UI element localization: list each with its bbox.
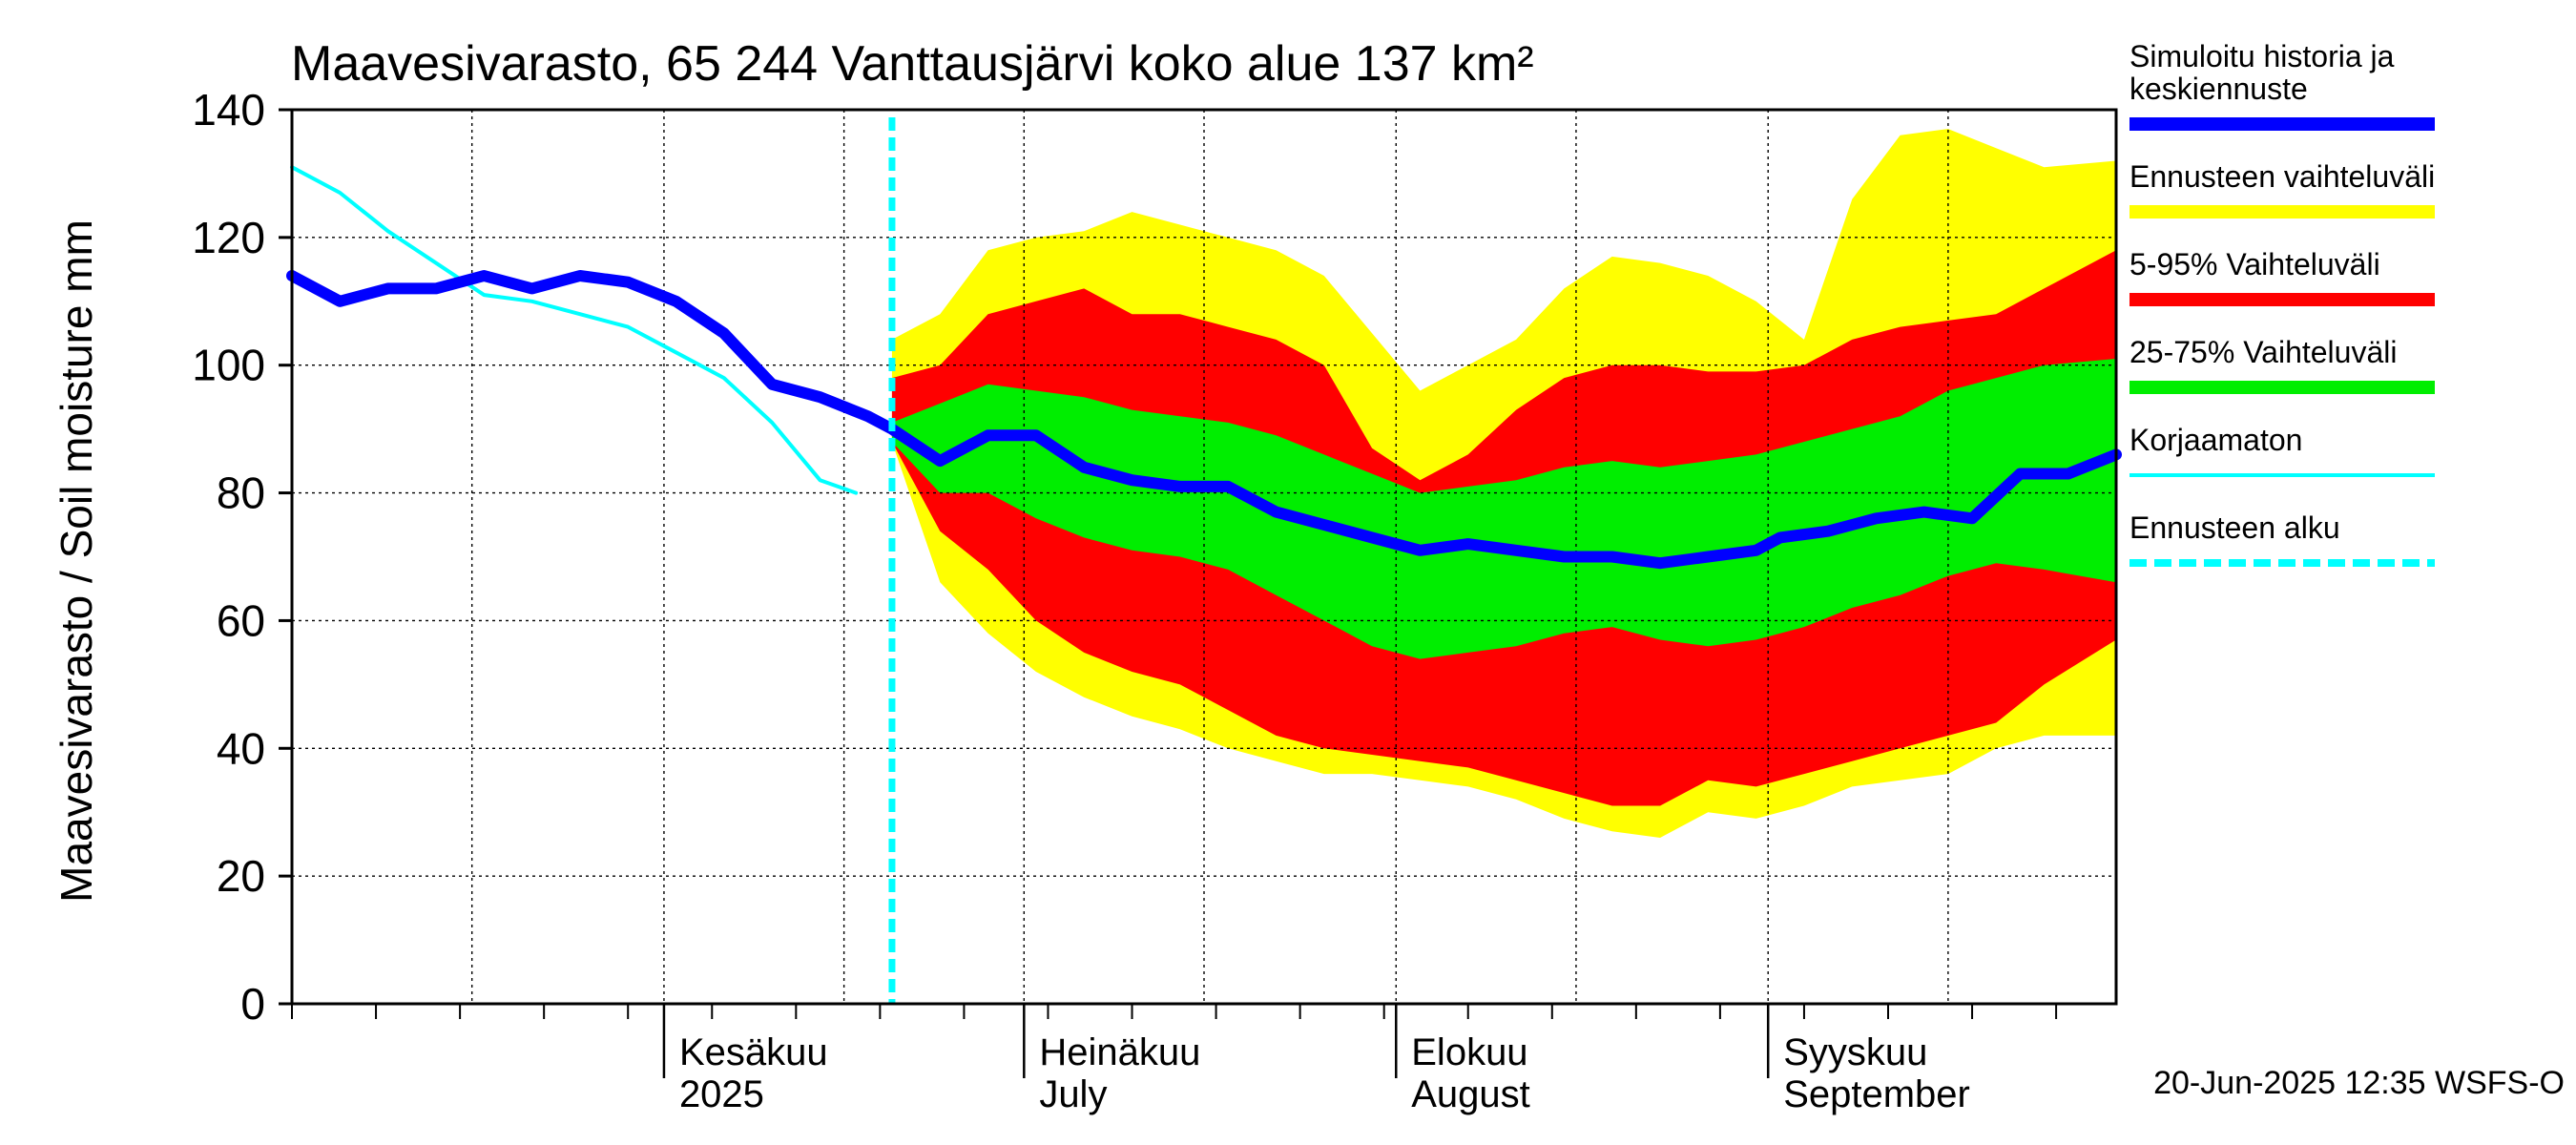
legend-label: keskiennuste: [2129, 72, 2308, 106]
forecast-bands: [891, 129, 2116, 839]
legend-item-1: Ennusteen vaihteluväli: [2129, 159, 2435, 219]
legend-item-2: 5-95% Vaihteluväli: [2129, 247, 2435, 306]
y-tick-label: 0: [240, 979, 265, 1029]
plot-frame: [290, 108, 2118, 1006]
series-line-1: [286, 270, 2122, 570]
legend-label: 25-75% Vaihteluväli: [2129, 335, 2397, 369]
footer-timestamp: 20-Jun-2025 12:35 WSFS-O: [2153, 1065, 2565, 1101]
band-2: [891, 359, 2116, 659]
chart-title: Maavesivarasto, 65 244 Vanttausjärvi kok…: [291, 36, 1534, 92]
y-tick-label: 60: [217, 595, 265, 645]
legend-item-4: Korjaamaton: [2129, 423, 2435, 477]
y-tick-label: 80: [217, 468, 265, 518]
x-month-sublabel: September: [1783, 1073, 1970, 1115]
y-tick-label: 120: [192, 213, 265, 262]
legend-label: 5-95% Vaihteluväli: [2129, 247, 2380, 281]
x-month-label: Syyskuu: [1783, 1031, 1927, 1073]
series-lines: [286, 117, 2122, 1004]
y-tick-label: 40: [217, 723, 265, 773]
grid-lines: [292, 110, 2116, 1004]
x-month-label: Kesäkuu: [679, 1031, 828, 1073]
x-month-sublabel: July: [1039, 1073, 1107, 1115]
x-month-sublabel: August: [1411, 1073, 1530, 1115]
legend-label: Korjaamaton: [2129, 423, 2302, 457]
legend-label: Ennusteen alku: [2129, 510, 2340, 545]
x-month-label: Heinäkuu: [1039, 1031, 1200, 1073]
x-month-sublabel: 2025: [679, 1073, 764, 1115]
x-month-label: Elokuu: [1411, 1031, 1527, 1073]
series-line-0: [290, 165, 859, 495]
y-tick-label: 140: [192, 85, 265, 135]
legend-label: Ennusteen vaihteluväli: [2129, 159, 2435, 194]
legend-item-3: 25-75% Vaihteluväli: [2129, 335, 2435, 394]
legend-item-5: Ennusteen alku: [2129, 510, 2435, 567]
legend-label: Simuloitu historia ja: [2129, 39, 2395, 73]
y-tick-label: 20: [217, 851, 265, 901]
y-axis-label: Maavesivarasto / Soil moisture mm: [52, 219, 101, 903]
y-tick-label: 100: [192, 341, 265, 390]
